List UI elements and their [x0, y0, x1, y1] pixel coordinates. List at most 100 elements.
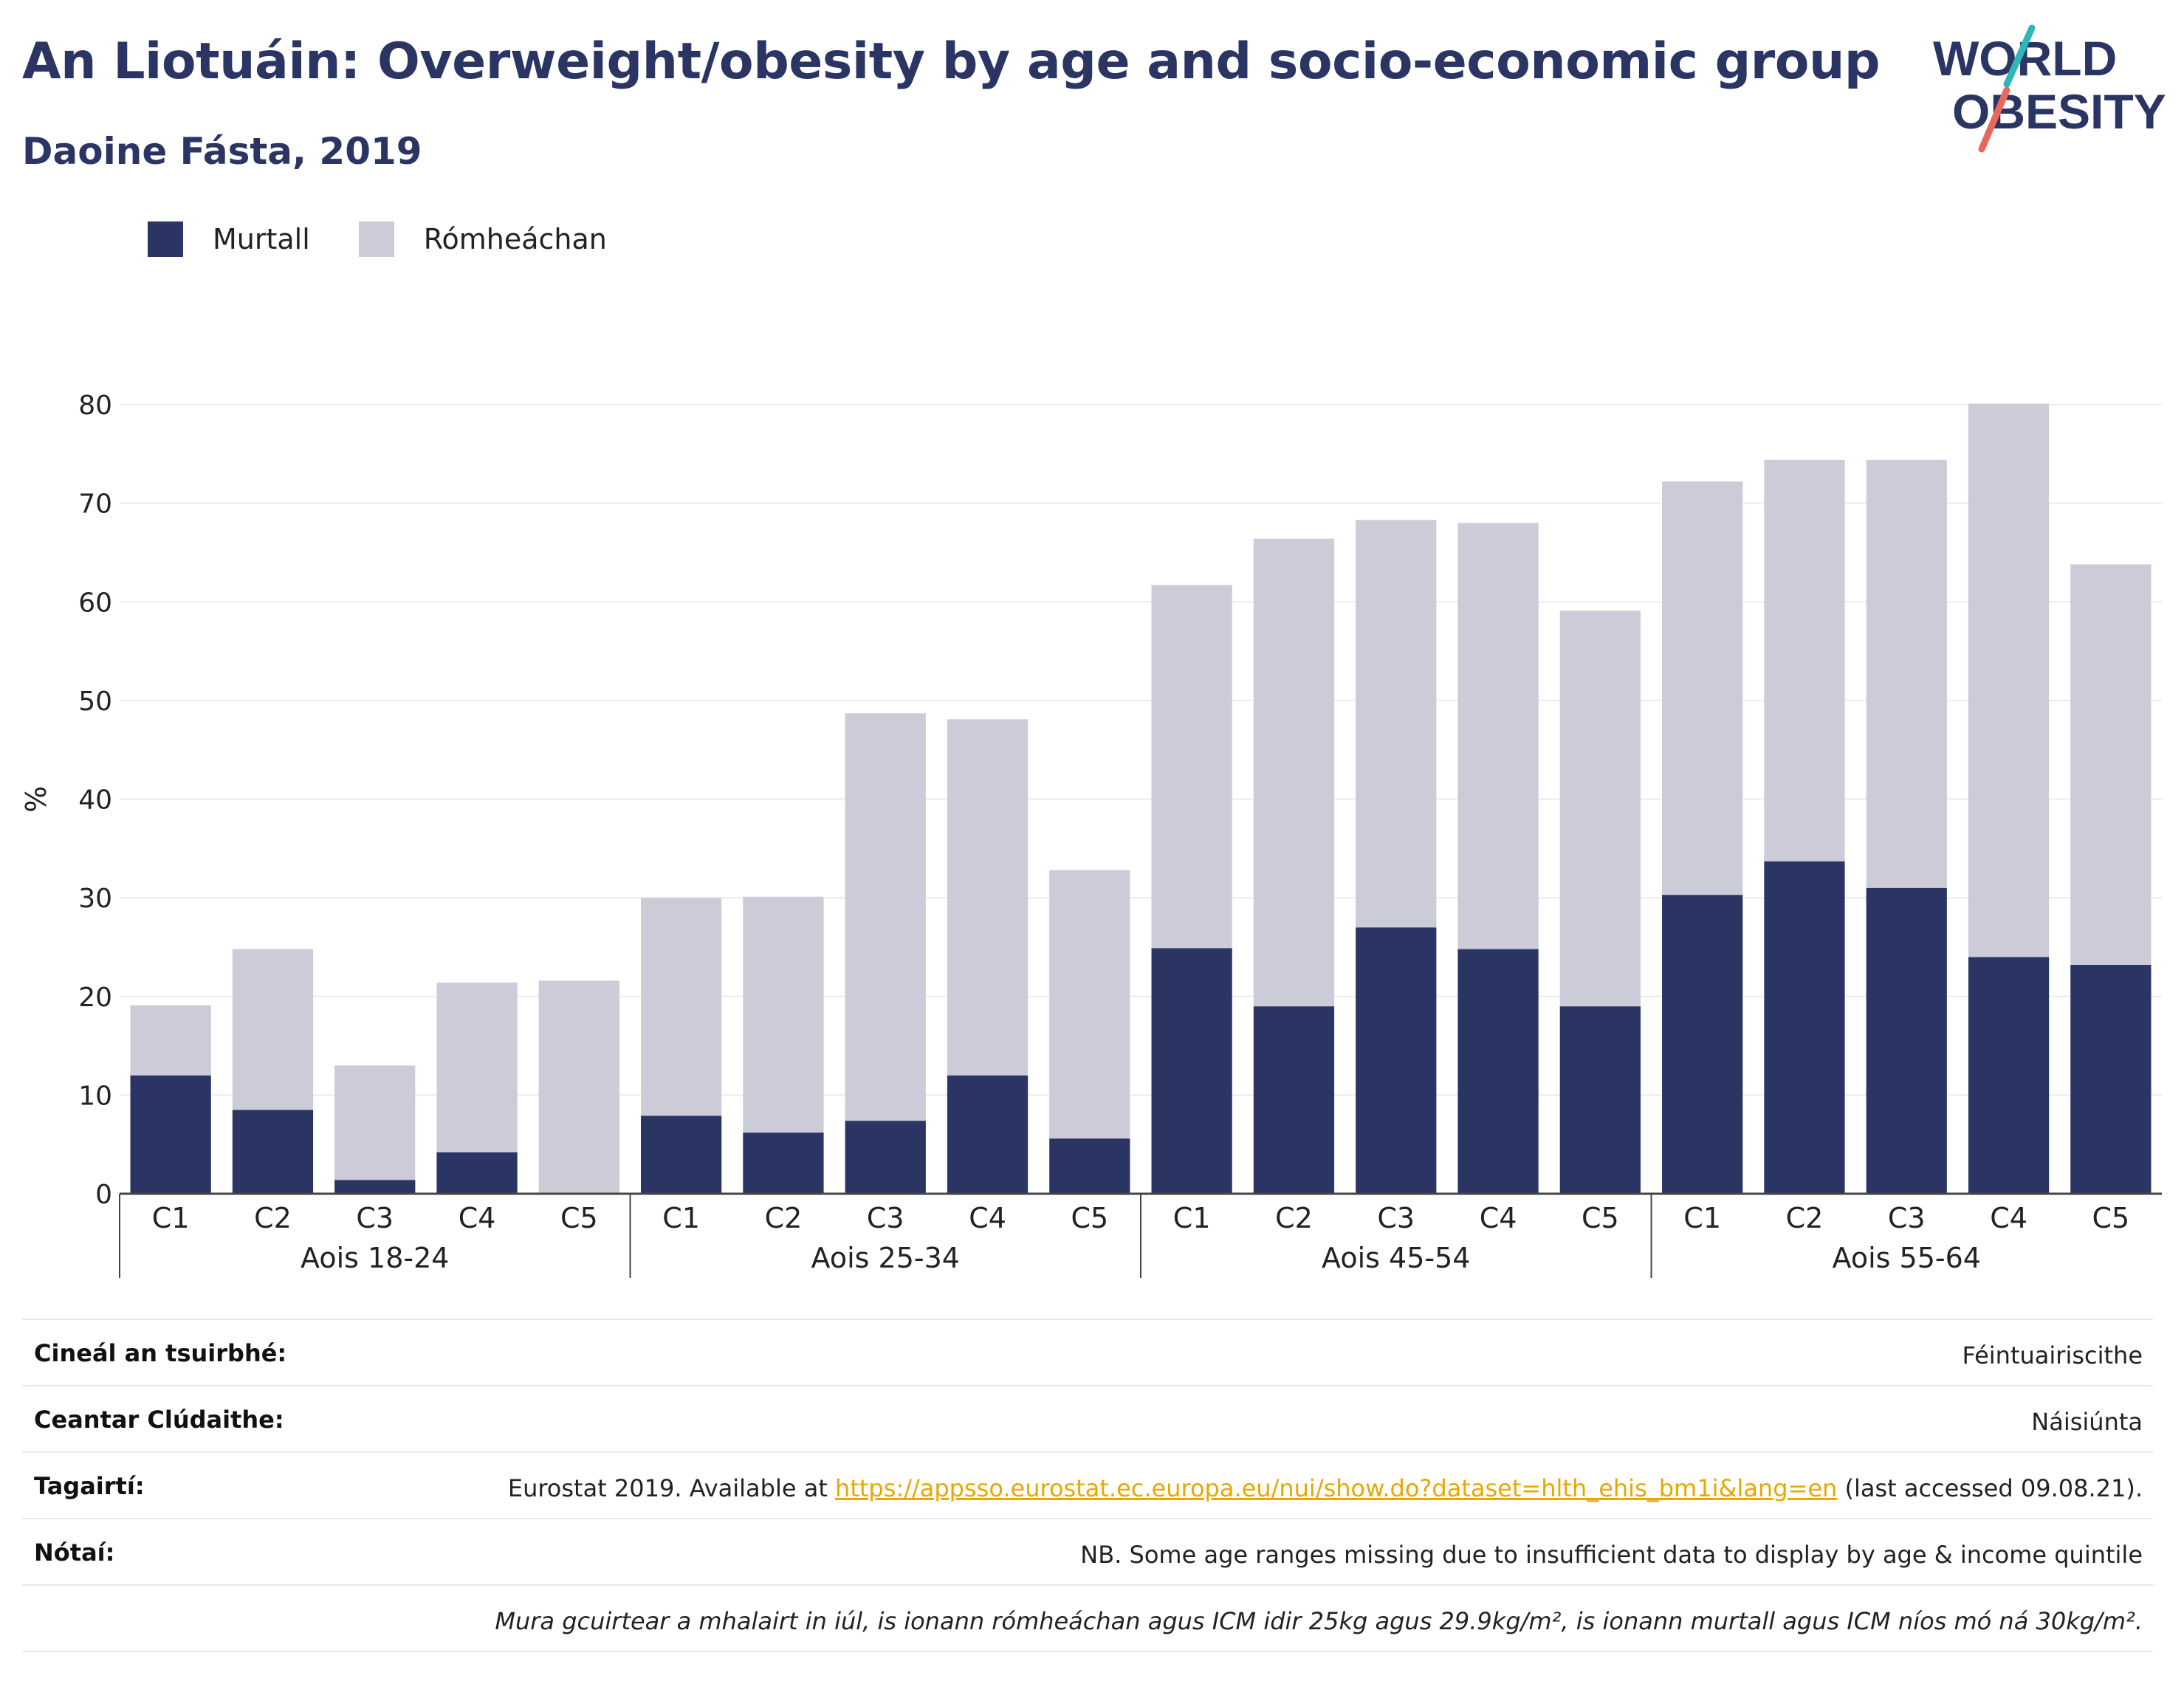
x-tick-label: C1	[1173, 1202, 1211, 1234]
y-tick-label: 80	[78, 391, 112, 421]
bar-overweight	[1968, 403, 2050, 957]
references-link[interactable]: https://appsso.eurostat.ec.europa.eu/nui…	[835, 1474, 1838, 1502]
bar-obese	[334, 1180, 416, 1194]
bar-obese	[947, 1075, 1029, 1194]
info-row-footnote: Mura gcuirtear a mhalairt in iúl, is ion…	[22, 1584, 2153, 1652]
bar-overweight	[1049, 870, 1130, 1139]
bar-obese	[130, 1075, 211, 1194]
bar-overweight	[1662, 481, 1743, 895]
y-tick-label: 70	[78, 489, 112, 520]
bar-overweight	[1764, 459, 1845, 862]
legend-item-overweight: Rómheáchan	[358, 221, 607, 257]
notes-label: Nótaí:	[34, 1538, 115, 1567]
references-prefix: Eurostat 2019. Available at	[507, 1474, 836, 1502]
x-tick-label: C1	[152, 1202, 190, 1234]
x-tick-label: C5	[560, 1202, 598, 1234]
chart-title: An Liotuáin: Overweight/obesity by age a…	[22, 32, 1881, 91]
bar-overweight	[641, 898, 722, 1116]
legend-item-obese: Murtall	[148, 221, 310, 257]
info-row-coverage: Ceantar Clúdaithe: Náisiúnta	[22, 1385, 2153, 1451]
logo-slash-teal	[2003, 24, 2036, 88]
x-tick-label: C5	[2092, 1202, 2129, 1234]
bar-overweight	[130, 1005, 211, 1076]
logo-word-obesity: OBESITY	[1952, 84, 2166, 139]
bar-obese	[1559, 1006, 1641, 1194]
bar-overweight	[1559, 611, 1641, 1007]
info-row-survey: Cineál an tsuirbhé: Féintuairiscithe	[22, 1318, 2153, 1385]
bar-overweight	[1866, 459, 1947, 888]
y-tick-label: 10	[78, 1081, 112, 1111]
info-row-references: Tagairtí: Eurostat 2019. Available at ht…	[22, 1451, 2153, 1518]
footnote-text: Mura gcuirtear a mhalairt in iúl, is ion…	[495, 1607, 2143, 1635]
bar-obese	[1151, 948, 1232, 1194]
bar-obese	[1253, 1006, 1335, 1194]
x-tick-label: C4	[459, 1202, 496, 1234]
x-tick-label: C2	[254, 1202, 292, 1234]
bar-obese	[845, 1121, 926, 1194]
info-table: Cineál an tsuirbhé: Féintuairiscithe Cea…	[22, 1318, 2153, 1652]
logo-slash-coral	[1978, 86, 2010, 153]
bar-overweight	[334, 1065, 416, 1180]
bar-obese	[1968, 957, 2050, 1194]
stacked-bar-chart: 0 10 20 30 40 50 60 70 80% C1 C2 C3 C4 C5 Aois 18-24 C1…	[20, 391, 2162, 1278]
x-group-label: Aois 18-24	[301, 1242, 449, 1274]
coverage-value: Náisiúnta	[2031, 1408, 2143, 1436]
bar-obese	[2070, 964, 2152, 1194]
legend-label-obese: Murtall	[213, 223, 310, 255]
bar-obese	[232, 1110, 314, 1194]
x-group-label: Aois 45-54	[1322, 1242, 1470, 1274]
survey-value: Féintuairiscithe	[1962, 1341, 2143, 1369]
bar-overweight	[232, 949, 314, 1110]
y-tick-label: 40	[78, 785, 112, 816]
notes-value: NB. Some age ranges missing due to insuf…	[1080, 1541, 2143, 1569]
x-tick-label: C4	[969, 1202, 1006, 1234]
x-tick-label: C3	[867, 1202, 904, 1234]
y-tick-label: 50	[78, 687, 112, 717]
bar-obese	[1049, 1138, 1130, 1194]
bar-obese	[1356, 927, 1437, 1194]
bar-overweight	[538, 980, 619, 1194]
world-obesity-logo: WORLD OBESITY	[1933, 24, 2166, 153]
legend-swatch-overweight	[358, 221, 394, 257]
y-tick-label: 60	[78, 588, 112, 618]
legend-swatch-obese	[148, 221, 183, 257]
bar-overweight	[436, 983, 518, 1152]
x-group-label: Aois 25-34	[811, 1242, 960, 1274]
x-tick-label: C4	[1990, 1202, 2027, 1234]
x-tick-label: C3	[356, 1202, 394, 1234]
bar-overweight	[1151, 585, 1232, 949]
bar-obese	[1662, 895, 1743, 1194]
x-tick-label: C2	[765, 1202, 803, 1234]
bar-obese	[743, 1132, 824, 1194]
bar-overweight	[1356, 520, 1437, 928]
x-tick-label: C3	[1377, 1202, 1415, 1234]
chart-subtitle: Daoine Fásta, 2019	[22, 130, 422, 173]
x-tick-label: C5	[1582, 1202, 1619, 1234]
y-tick-label: 30	[78, 884, 112, 914]
x-tick-label: C2	[1786, 1202, 1824, 1234]
bar-overweight	[845, 713, 926, 1121]
bar-obese	[1866, 887, 1947, 1194]
legend-label-overweight: Rómheáchan	[423, 223, 607, 255]
x-tick-label: C2	[1275, 1202, 1313, 1234]
bar-overweight	[1253, 538, 1335, 1007]
x-tick-label: C1	[1683, 1202, 1721, 1234]
coverage-label: Ceantar Clúdaithe:	[34, 1406, 284, 1434]
bar-obese	[1457, 949, 1539, 1194]
info-row-notes: Nótaí: NB. Some age ranges missing due t…	[22, 1518, 2153, 1584]
y-axis-label: %	[20, 785, 52, 812]
y-tick-label: 20	[78, 983, 112, 1013]
x-tick-label: C4	[1480, 1202, 1517, 1234]
bar-obese	[641, 1115, 722, 1194]
x-tick-label: C5	[1071, 1202, 1108, 1234]
survey-label: Cineál an tsuirbhé:	[34, 1339, 287, 1367]
x-tick-label: C1	[662, 1202, 700, 1234]
references-label: Tagairtí:	[34, 1472, 145, 1500]
bar-overweight	[1457, 523, 1539, 949]
bar-obese	[436, 1152, 518, 1194]
references-value: Eurostat 2019. Available at https://apps…	[508, 1472, 2143, 1505]
references-suffix: (last accessed 09.08.21).	[1837, 1474, 2143, 1502]
bar-overweight	[947, 719, 1029, 1076]
bar-overweight	[743, 896, 824, 1133]
bar-obese	[1764, 861, 1845, 1194]
